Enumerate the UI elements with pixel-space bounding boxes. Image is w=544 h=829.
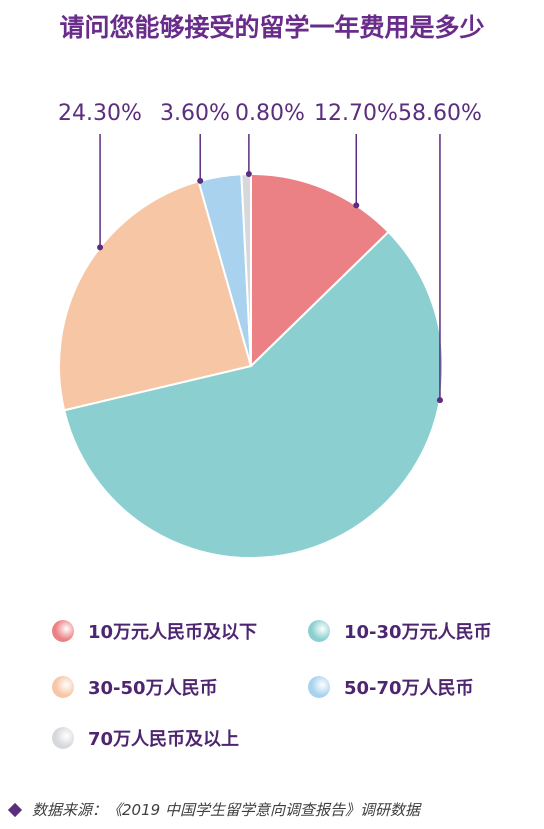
data-label-50-70w: 3.60% bbox=[160, 101, 230, 126]
legend-label-over-70w: 70万人民币及以上 bbox=[88, 729, 240, 750]
legend-item-over-70w: 70万人民币及以上 bbox=[52, 725, 239, 751]
pie-chart: 12.70% 58.60% 24.30% 3.60% 0.80% bbox=[58, 101, 482, 559]
legend-swatch-50-70w bbox=[308, 676, 330, 698]
legend-swatch-30-50w bbox=[52, 676, 74, 698]
leader-dot-under-10w bbox=[353, 202, 360, 209]
pie-slice-10-30w bbox=[62, 230, 444, 559]
legend-label-30-50w: 30-50万人民币 bbox=[88, 678, 218, 699]
chart-title: 请问您能够接受的留学一年费用是多少 bbox=[59, 13, 485, 42]
legend-item-50-70w: 50-70万人民币 bbox=[308, 674, 474, 700]
legend-label-under-10w: 10万元人民币及以下 bbox=[88, 622, 258, 643]
legend-swatch-under-10w bbox=[52, 620, 74, 642]
leader-dot-50-70w bbox=[197, 177, 204, 184]
legend-item-30-50w: 30-50万人民币 bbox=[52, 674, 218, 700]
data-label-30-50w: 24.30% bbox=[58, 101, 142, 126]
source-note: 数据来源：《2019 中国学生留学意向调查报告》调研数据 bbox=[7, 799, 420, 820]
data-label-over-70w: 0.80% bbox=[235, 101, 305, 126]
leader-dot-10-30w bbox=[436, 397, 443, 404]
legend-swatch-over-70w bbox=[52, 727, 74, 749]
data-label-10-30w: 58.60% bbox=[398, 101, 482, 126]
data-label-under-10w: 12.70% bbox=[314, 101, 398, 126]
leader-dot-over-70w bbox=[245, 171, 252, 178]
legend-label-10-30w: 10-30万元人民币 bbox=[344, 622, 492, 643]
source-text: 数据来源：《2019 中国学生留学意向调查报告》调研数据 bbox=[32, 801, 420, 819]
leader-dot-30-50w bbox=[97, 244, 104, 251]
legend-label-50-70w: 50-70万人民币 bbox=[344, 678, 474, 699]
legend-item-under-10w: 10万元人民币及以下 bbox=[52, 618, 257, 644]
legend-item-10-30w: 10-30万元人民币 bbox=[308, 618, 492, 644]
legend-swatch-10-30w bbox=[308, 620, 330, 642]
pie-slice-30-50w bbox=[58, 180, 253, 412]
pie-slice-under-10w bbox=[250, 172, 390, 369]
diamond-icon bbox=[7, 802, 23, 817]
